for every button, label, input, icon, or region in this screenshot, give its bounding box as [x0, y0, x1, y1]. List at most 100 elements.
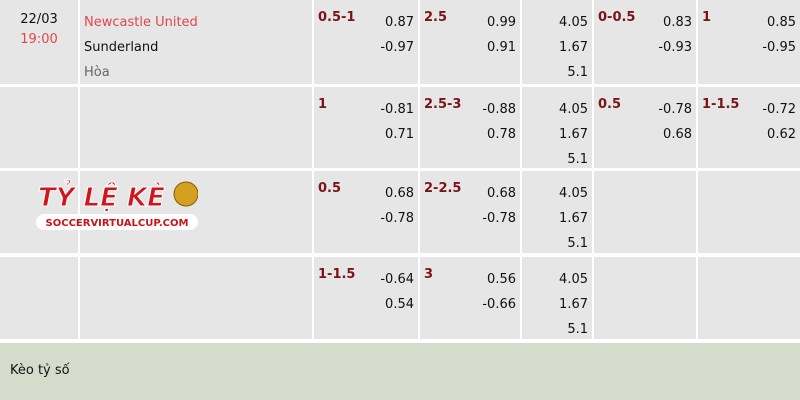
odds-value[interactable]: 1.67 [559, 297, 588, 312]
odds-value[interactable]: 5.1 [567, 236, 588, 251]
ou-cell: 3 0.56 -0.66 [420, 257, 520, 339]
odds-row: 0.5 0.68 -0.78 2-2.5 0.68 -0.78 4.05 1.67 5.1 [0, 171, 800, 253]
hdp1-odds: 0.83 -0.93 [658, 10, 692, 60]
hdp1-line: 0-0.5 [598, 10, 636, 25]
correct-score-section-header[interactable]: Kèo tỷ số [0, 343, 800, 400]
odds-value[interactable]: 1.67 [559, 127, 588, 142]
odds-value[interactable]: -0.93 [658, 40, 692, 55]
hdp-cell: 1-1.5 -0.64 0.54 [314, 257, 418, 339]
match-time-cell [0, 257, 78, 339]
odds-value[interactable]: -0.88 [482, 102, 516, 117]
ou1-odds: -0.72 0.62 [762, 97, 796, 147]
watermark-logo: TỶ LỆ KÈ SOCCERVIRTUALCUP.COM [36, 178, 198, 230]
odds-value[interactable]: 0.87 [385, 15, 414, 30]
hdp1-odds: -0.78 0.68 [658, 97, 692, 147]
odds-row: 1-1.5 -0.64 0.54 3 0.56 -0.66 4.05 1.67 5.1 [0, 257, 800, 339]
match-time: 19:00 [20, 32, 58, 47]
ou-line: 2.5 [424, 10, 448, 25]
odds-value[interactable]: -0.78 [380, 211, 414, 226]
ou1-line: 1-1.5 [702, 97, 740, 112]
odds-value[interactable]: 0.68 [663, 127, 692, 142]
1x2-cell: 4.05 1.67 5.1 [522, 171, 592, 253]
hdp-odds: 0.68 -0.78 [380, 181, 414, 231]
hdp-line: 1-1.5 [318, 267, 356, 282]
ou-line: 3 [424, 267, 434, 282]
odds-value[interactable]: 0.91 [487, 40, 516, 55]
hdp-line: 0.5 [318, 181, 342, 196]
odds-row: 1 -0.81 0.71 2.5-3 -0.88 0.78 0.5 -0.78 0.68 1-1.… [0, 87, 800, 168]
1x2-odds: 4.05 1.67 5.1 [559, 181, 588, 256]
ou-line: 2-2.5 [424, 181, 462, 196]
odds-value[interactable]: 4.05 [559, 102, 588, 117]
ou1-cell [698, 171, 800, 253]
odds-value[interactable]: -0.66 [482, 297, 516, 312]
odds-value[interactable]: 4.05 [559, 15, 588, 30]
odds-value[interactable]: 0.99 [487, 15, 516, 30]
odds-value[interactable]: 5.1 [567, 152, 588, 167]
odds-value[interactable]: -0.78 [482, 211, 516, 226]
ou1-cell [698, 257, 800, 339]
ou-line: 2.5-3 [424, 97, 462, 112]
ou-odds: 0.68 -0.78 [482, 181, 516, 231]
hdp-odds: -0.64 0.54 [380, 267, 414, 317]
svg-text:SOCCERVIRTUALCUP.COM: SOCCERVIRTUALCUP.COM [46, 218, 189, 229]
ou1-cell: 1 0.85 -0.95 [698, 0, 800, 84]
hdp1-cell: 0.5 -0.78 0.68 [594, 87, 696, 168]
odds-value[interactable]: -0.78 [658, 102, 692, 117]
match-date: 22/03 [20, 12, 58, 27]
odds-value[interactable]: -0.95 [762, 40, 796, 55]
ou-cell: 2.5 0.99 0.91 [420, 0, 520, 84]
hdp-cell: 0.5-1 0.87 -0.97 [314, 0, 418, 84]
teams-cell [80, 171, 312, 253]
1x2-cell: 4.05 1.67 5.1 [522, 87, 592, 168]
hdp1-cell [594, 171, 696, 253]
1x2-cell: 4.05 1.67 5.1 [522, 0, 592, 84]
odds-value[interactable]: -0.72 [762, 102, 796, 117]
ou1-cell: 1-1.5 -0.72 0.62 [698, 87, 800, 168]
1x2-odds: 4.05 1.67 5.1 [559, 97, 588, 172]
footer-label: Kèo tỷ số [10, 363, 70, 378]
ou1-odds: 0.85 -0.95 [762, 10, 796, 60]
hdp-line: 0.5-1 [318, 10, 356, 25]
hdp-odds: 0.87 -0.97 [380, 10, 414, 60]
match-time-cell [0, 171, 78, 253]
odds-value[interactable]: 0.83 [663, 15, 692, 30]
odds-value[interactable]: -0.64 [380, 272, 414, 287]
teams-cell: Newcastle United Sunderland Hòa [80, 0, 312, 84]
teams-cell [80, 87, 312, 168]
odds-value[interactable]: 5.1 [567, 65, 588, 80]
ou1-line: 1 [702, 10, 712, 25]
odds-value[interactable]: 0.56 [487, 272, 516, 287]
ou-odds: 0.56 -0.66 [482, 267, 516, 317]
hdp-cell: 0.5 0.68 -0.78 [314, 171, 418, 253]
odds-value[interactable]: 0.62 [767, 127, 796, 142]
draw-label: Hòa [84, 65, 110, 80]
odds-value[interactable]: 1.67 [559, 211, 588, 226]
1x2-odds: 4.05 1.67 5.1 [559, 10, 588, 85]
ou-odds: -0.88 0.78 [482, 97, 516, 147]
hdp-cell: 1 -0.81 0.71 [314, 87, 418, 168]
1x2-cell: 4.05 1.67 5.1 [522, 257, 592, 339]
odds-value[interactable]: 1.67 [559, 40, 588, 55]
ou-cell: 2-2.5 0.68 -0.78 [420, 171, 520, 253]
ou-cell: 2.5-3 -0.88 0.78 [420, 87, 520, 168]
1x2-odds: 4.05 1.67 5.1 [559, 267, 588, 342]
odds-value[interactable]: 4.05 [559, 272, 588, 287]
odds-value[interactable]: 0.54 [385, 297, 414, 312]
teams-cell [80, 257, 312, 339]
hdp1-line: 0.5 [598, 97, 622, 112]
hdp1-cell [594, 257, 696, 339]
odds-value[interactable]: 0.71 [385, 127, 414, 142]
odds-value[interactable]: 0.68 [487, 186, 516, 201]
odds-value[interactable]: 0.68 [385, 186, 414, 201]
odds-value[interactable]: -0.97 [380, 40, 414, 55]
hdp-odds: -0.81 0.71 [380, 97, 414, 147]
away-team: Sunderland [84, 40, 159, 55]
odds-value[interactable]: 5.1 [567, 322, 588, 337]
odds-value[interactable]: 0.85 [767, 15, 796, 30]
odds-value[interactable]: -0.81 [380, 102, 414, 117]
odds-value[interactable]: 0.78 [487, 127, 516, 142]
hdp1-cell: 0-0.5 0.83 -0.93 [594, 0, 696, 84]
odds-value[interactable]: 4.05 [559, 186, 588, 201]
odds-row: 22/03 19:00 Newcastle United Sunderland Hòa 0… [0, 0, 800, 84]
